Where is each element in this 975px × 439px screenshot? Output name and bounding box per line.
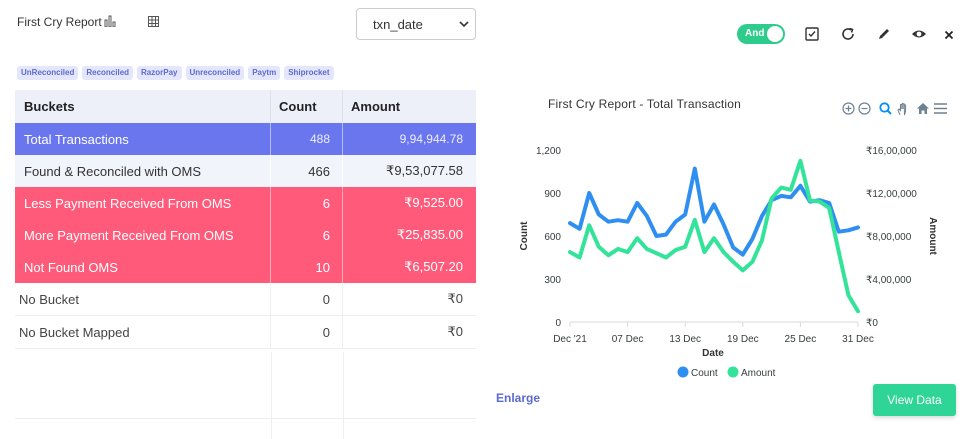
eye-icon[interactable] <box>911 26 927 42</box>
table-row[interactable]: No Bucket 0 ₹0 <box>15 283 476 316</box>
tag-paytm[interactable]: Paytm <box>248 66 281 80</box>
y-right-tick-label: ₹16,00,000 <box>866 146 917 157</box>
table-row[interactable]: Found & Reconciled with OMS 466 ₹9,53,07… <box>15 155 476 187</box>
y-left-tick-label: 1,200 <box>536 146 561 157</box>
date-field-select[interactable]: txn_date <box>356 8 476 40</box>
edit-icon[interactable] <box>876 26 892 42</box>
series-line-amount <box>568 158 860 314</box>
legend-marker-amount <box>727 366 739 378</box>
buckets-table: Buckets Count Amount Total Transactions … <box>15 90 476 349</box>
checkbox-icon[interactable] <box>804 26 820 42</box>
toggle-knob <box>767 26 783 42</box>
amount-cell: ₹0 <box>447 291 463 306</box>
home-icon[interactable] <box>916 102 930 115</box>
y-right-tick-label: ₹8,00,000 <box>866 232 912 243</box>
count-cell: 0 <box>271 316 343 348</box>
amount-cell: ₹9,53,077.58 <box>386 163 463 178</box>
legend-label-count: Count <box>691 368 718 379</box>
report-title: First Cry Report <box>17 15 102 29</box>
y-left-tick-label: 600 <box>544 232 561 243</box>
chart-panel: First Cry Report - Total Transaction 0 30… <box>500 90 960 390</box>
x-tick-label: 25 Dec <box>785 334 817 345</box>
y-left-tick-label: 300 <box>544 275 561 286</box>
bucket-cell: Not Found OMS <box>15 251 271 283</box>
chart-title: First Cry Report - Total Transaction <box>548 97 742 111</box>
y-right-axis-title: Amount <box>927 217 938 255</box>
y-right-tick-label: ₹12,00,000 <box>866 189 917 200</box>
legend-label-amount: Amount <box>741 368 776 379</box>
x-tick-label: 31 Dec <box>842 334 874 345</box>
bucket-cell: More Payment Received From OMS <box>15 219 271 251</box>
tag-reconciled[interactable]: Reconciled <box>82 66 134 80</box>
bucket-cell: No Bucket <box>15 283 271 315</box>
count-cell: 6 <box>271 187 343 219</box>
bucket-cell: No Bucket Mapped <box>15 316 271 348</box>
count-cell: 488 <box>271 123 343 155</box>
y-left-tick-label: 0 <box>555 318 561 329</box>
refresh-icon[interactable] <box>840 26 856 42</box>
legend-marker-count <box>677 366 689 378</box>
table-divider <box>15 418 476 419</box>
table-row[interactable]: Not Found OMS 10 ₹6,507.20 <box>15 251 476 283</box>
x-tick-label: Dec '21 <box>553 334 587 345</box>
x-axis-title: Date <box>702 348 724 359</box>
zoom-in-icon[interactable] <box>842 102 855 115</box>
close-icon[interactable] <box>941 26 957 42</box>
bucket-cell: Found & Reconciled with OMS <box>15 155 271 187</box>
table-row[interactable]: No Bucket Mapped 0 ₹0 <box>15 316 476 349</box>
count-cell: 10 <box>271 251 343 283</box>
y-right-tick-label: ₹0 <box>866 318 878 329</box>
col-header-count[interactable]: Count <box>271 90 343 123</box>
x-tick-label: 19 Dec <box>727 334 759 345</box>
filter-tags: UnReconciled Reconciled RazorPay Unrecon… <box>17 66 334 80</box>
tag-razorpay[interactable]: RazorPay <box>137 66 182 80</box>
tag-shiprocket[interactable]: Shiprocket <box>284 66 334 80</box>
enlarge-link[interactable]: Enlarge <box>496 391 541 405</box>
toggle-label: And <box>745 28 765 39</box>
table-row[interactable]: Total Transactions 488 9,94,944.78 <box>15 123 476 155</box>
y-left-axis-title: Count <box>519 221 530 251</box>
table-divider <box>271 352 272 439</box>
table-row[interactable]: Less Payment Received From OMS 6 ₹9,525.… <box>15 187 476 219</box>
amount-cell: ₹9,525.00 <box>404 195 463 210</box>
count-cell: 466 <box>271 155 343 187</box>
y-right-tick-label: ₹4,00,000 <box>866 275 912 286</box>
pan-hand-icon[interactable] <box>896 102 910 116</box>
bar-chart-icon[interactable] <box>104 15 116 27</box>
zoom-selection-icon[interactable] <box>879 102 892 116</box>
table-divider <box>343 352 344 439</box>
bucket-cell: Less Payment Received From OMS <box>15 187 271 219</box>
view-data-button[interactable]: View Data <box>873 384 956 416</box>
amount-cell: ₹25,835.00 <box>396 227 463 242</box>
and-toggle[interactable]: And <box>737 24 785 44</box>
bucket-cell: Total Transactions <box>15 123 271 155</box>
x-tick-label: 13 Dec <box>669 334 701 345</box>
date-field-value: txn_date <box>373 17 423 32</box>
tag-unreconciled[interactable]: UnReconciled <box>17 66 79 80</box>
table-row[interactable]: More Payment Received From OMS 6 ₹25,835… <box>15 219 476 251</box>
amount-cell: 9,94,944.78 <box>399 132 463 146</box>
table-icon[interactable] <box>148 16 159 27</box>
col-header-buckets[interactable]: Buckets <box>15 90 271 123</box>
amount-cell: ₹6,507.20 <box>404 259 463 274</box>
col-header-amount[interactable]: Amount <box>351 99 401 114</box>
y-left-tick-label: 900 <box>544 189 561 200</box>
tag-unreconciled-2[interactable]: Unreconciled <box>185 66 245 80</box>
count-cell: 6 <box>271 219 343 251</box>
x-tick-label: 07 Dec <box>612 334 644 345</box>
line-chart: 0 300 600 900 1,200 ₹0 ₹4,00,000 ₹8,00,000 ₹12,0… <box>519 146 938 379</box>
table-header: Buckets Count Amount <box>15 90 476 123</box>
count-cell: 0 <box>271 283 343 315</box>
zoom-out-icon[interactable] <box>858 102 871 115</box>
chevron-down-icon <box>459 21 469 28</box>
amount-cell: ₹0 <box>447 324 463 339</box>
menu-icon[interactable] <box>933 102 948 115</box>
